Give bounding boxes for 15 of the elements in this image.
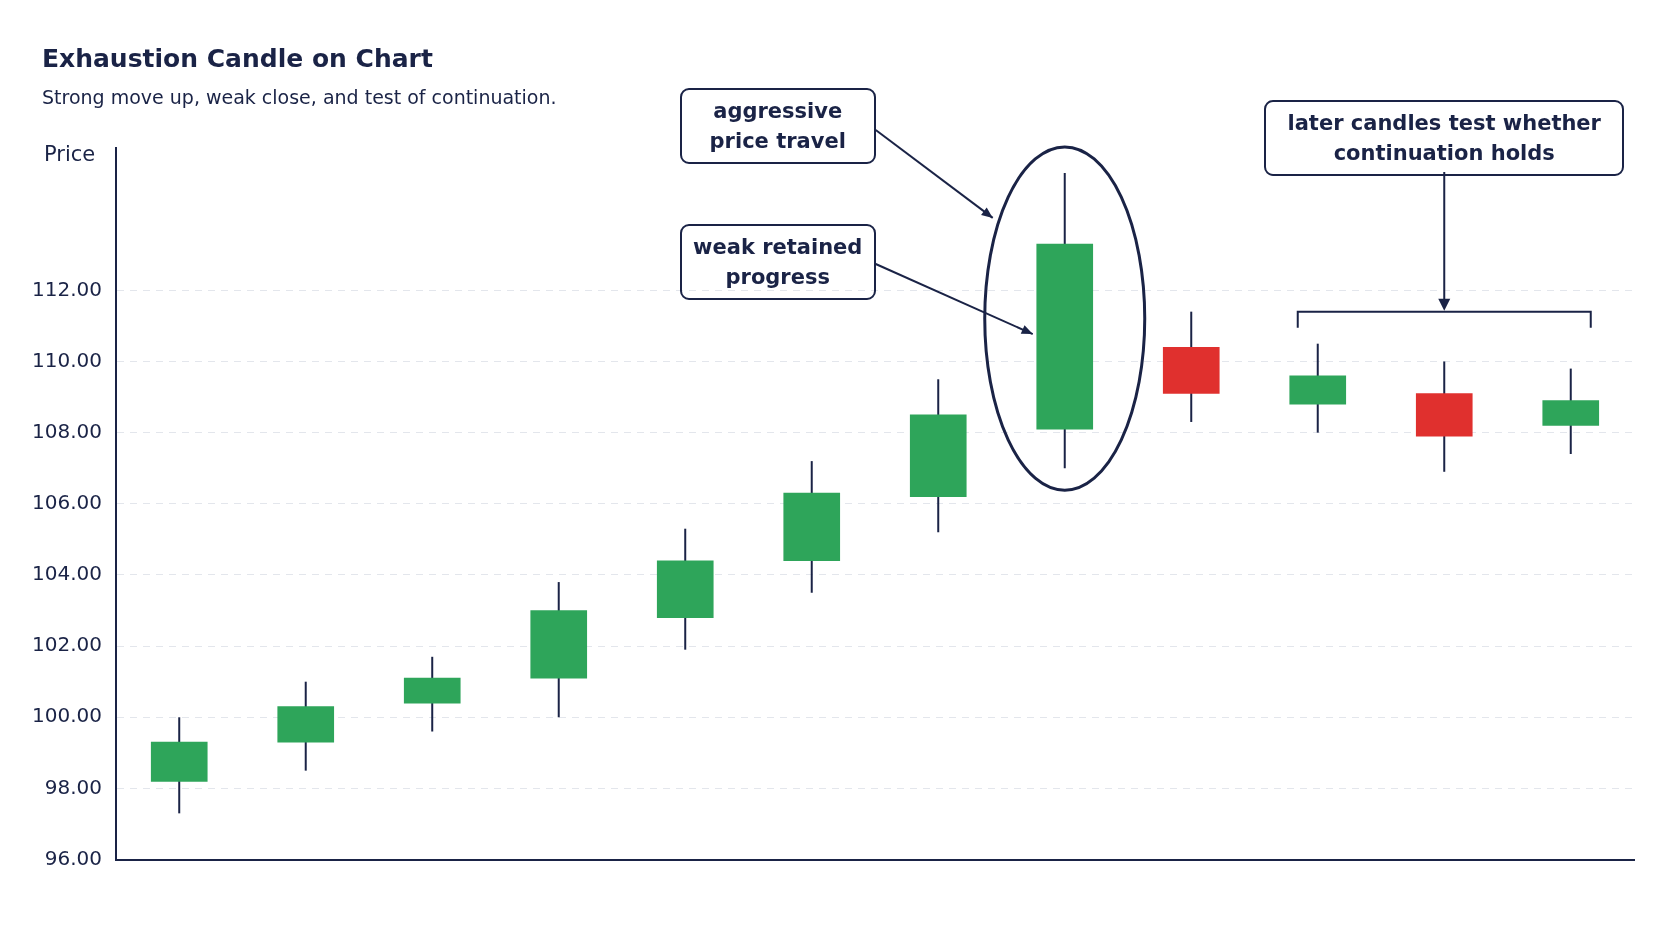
- y-tick-label: 104.00: [32, 561, 102, 586]
- y-tick-label: 98.00: [44, 774, 102, 799]
- y-tick-label: 100.00: [32, 703, 102, 728]
- y-tick-label: 96.00: [44, 845, 102, 870]
- y-tick-label: 110.00: [32, 347, 102, 372]
- callout-box: weak retained progress: [679, 224, 876, 300]
- y-tick-label: 112.00: [32, 276, 102, 301]
- y-tick-label: 106.00: [32, 490, 102, 514]
- y-tick-label: 108.00: [32, 418, 102, 443]
- y-axis-title: Price: [43, 142, 96, 166]
- chart-subtitle: Strong move up, weak close, and test of continuation.: [42, 86, 557, 108]
- chart-title: Exhaustion Candle on Chart: [42, 44, 433, 73]
- callout-box: later candles test whether continuation holds: [1264, 100, 1625, 176]
- callout-box: aggressive price travel: [679, 88, 876, 164]
- y-tick-label: 102.00: [32, 632, 102, 657]
